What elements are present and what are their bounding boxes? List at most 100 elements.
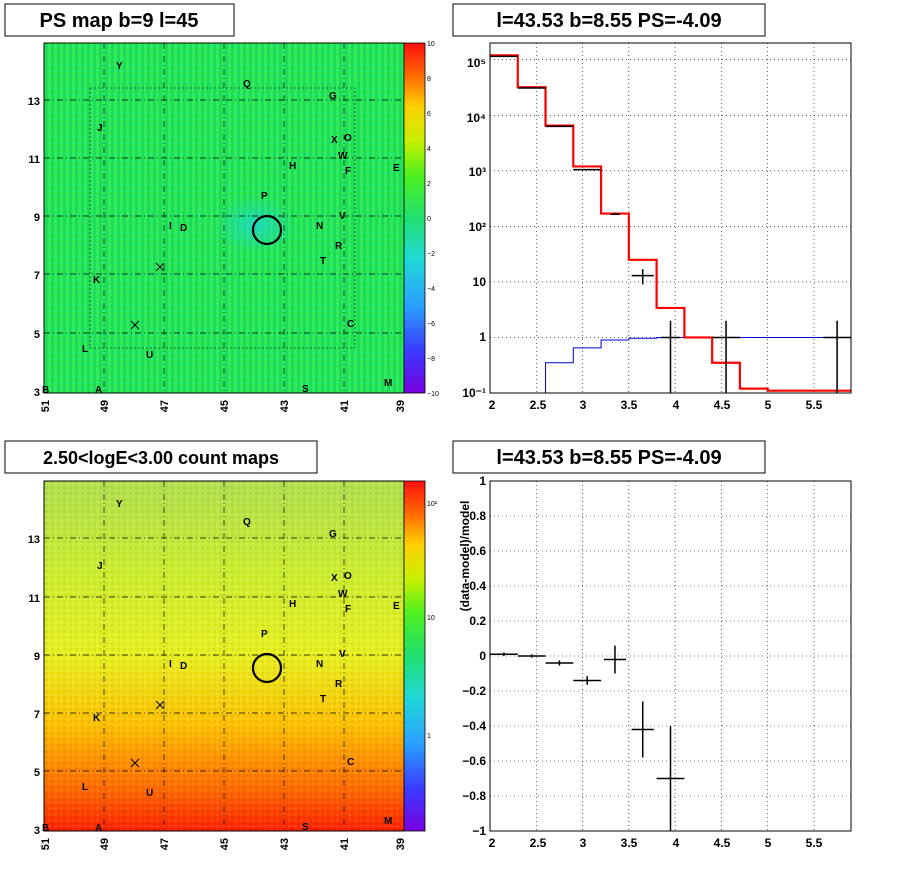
count-colorbar-tick: 10² <box>427 501 438 508</box>
residual-x-tick: 4 <box>673 836 680 850</box>
spectrum-x-tick: 2 <box>489 398 496 412</box>
ps-map-roi <box>89 87 356 349</box>
count-map-colorbar-frame <box>403 480 426 832</box>
spectrum-x-tick: 4.5 <box>714 398 731 412</box>
ps-map-x-tick: 51 <box>40 400 52 412</box>
residual-data-point <box>631 701 654 758</box>
count-map-y-tick: 9 <box>34 651 40 663</box>
residual-y-tick: −0.4 <box>462 719 486 733</box>
source-label-A: A <box>95 823 102 834</box>
source-label-E: E <box>393 163 400 174</box>
source-label-N: N <box>316 221 323 232</box>
residual-panel: l=43.53 b=8.55 PS=-4.09 (data-model)/mod… <box>452 440 852 850</box>
residual-data-point <box>603 645 627 674</box>
source-label-Y: Y <box>116 499 123 510</box>
count-map-y-tick: 11 <box>28 593 40 605</box>
count-colorbar-tick: 10 <box>427 615 435 622</box>
residual-y-tick: 0.4 <box>469 579 486 593</box>
ps-colorbar-tick: 6 <box>427 111 431 118</box>
ps-map-y-ticks: 13 11 9 7 5 3 <box>28 96 40 399</box>
source-label-M: M <box>384 378 392 389</box>
ps-map-panel: PS map b=9 l=45 Y Q G J X O W <box>4 3 439 412</box>
ps-map-target-circle <box>251 214 283 246</box>
ps-map-x-tick: 49 <box>99 400 111 412</box>
residual-y-tick: −1 <box>472 824 486 838</box>
source-label-S: S <box>302 822 309 833</box>
residual-data-point <box>517 654 546 658</box>
residual-x-tick: 3 <box>580 836 587 850</box>
residual-x-tick: 2 <box>489 836 496 850</box>
source-label-X: X <box>331 135 338 146</box>
source-label-H: H <box>289 161 296 172</box>
count-map-y-tick: 7 <box>34 709 40 721</box>
ps-map-title-box <box>4 3 235 37</box>
ps-map-y-tick: 11 <box>28 154 40 166</box>
spectrum-title: l=43.53 b=8.55 PS=-4.09 <box>496 10 721 32</box>
ps-map-x-tick: 39 <box>395 400 407 412</box>
count-map-title-box <box>4 440 318 474</box>
source-label-H: H <box>289 599 296 610</box>
ps-colorbar-tick: −2 <box>427 251 435 258</box>
source-label-C: C <box>347 757 354 768</box>
ps-colorbar-tick: 2 <box>427 181 431 188</box>
spectrum-x-tick: 3.5 <box>621 398 638 412</box>
source-label-P: P <box>261 191 268 202</box>
count-map-x-tick: 49 <box>99 838 111 850</box>
ps-map-source-labels: Y Q G J X O W H F E P V I D N R T K C L … <box>42 61 400 396</box>
count-map-y-ticks: 13 11 9 7 5 3 <box>28 534 40 837</box>
count-map-x-tick: 51 <box>40 838 52 850</box>
source-label-A: A <box>95 385 102 396</box>
source-label-Q: Q <box>243 517 251 528</box>
spectrum-data-point <box>712 320 740 393</box>
spectrum-frame <box>489 42 852 394</box>
source-label-T: T <box>320 694 326 705</box>
ps-map-colorbar <box>404 43 425 393</box>
residual-title-box <box>452 440 766 474</box>
ps-map-title: PS map b=9 l=45 <box>40 10 199 32</box>
spectrum-x-ticks: 2 2.5 3 3.5 4 4.5 5 5.5 <box>489 398 823 412</box>
source-label-K: K <box>93 713 101 724</box>
ps-colorbar-tick: 0 <box>427 216 431 223</box>
ps-map-x-tick: 47 <box>159 400 171 412</box>
count-map-x-tick: 39 <box>395 838 407 850</box>
source-label-W: W <box>338 589 348 600</box>
source-label-K: K <box>93 275 101 286</box>
residual-data-point <box>656 726 685 831</box>
source-label-C: C <box>347 319 354 330</box>
spectrum-y-tick: 10⁵ <box>467 56 486 70</box>
count-map-grid <box>44 481 404 831</box>
count-map-x-ticks: 51 49 47 45 43 41 39 <box>40 838 407 850</box>
ps-map-y-tick: 3 <box>34 387 40 399</box>
source-label-I: I <box>169 659 172 670</box>
count-map-source-labels: Y Q G J X O W H F E P V I D N R T K C L … <box>42 499 400 834</box>
ps-map-cross-markers <box>130 262 165 330</box>
spectrum-x-tick: 5 <box>765 398 772 412</box>
source-label-Q: Q <box>243 79 251 90</box>
source-label-Y: Y <box>116 61 123 72</box>
ps-colorbar-tick: −6 <box>427 321 435 328</box>
count-map-panel: 2.50<logE<3.00 count maps Y Q G J X O W … <box>4 440 438 850</box>
source-label-S: S <box>302 384 309 395</box>
count-map-colorbar-ticks: 10² 10 1 <box>427 501 438 740</box>
source-label-U: U <box>146 350 153 361</box>
source-label-W: W <box>338 151 348 162</box>
spectrum-y-tick: 10 <box>473 275 487 289</box>
ps-map-y-tick: 7 <box>34 270 40 282</box>
count-map-y-tick: 3 <box>34 825 40 837</box>
residual-y-tick: −0.2 <box>462 684 486 698</box>
source-label-E: E <box>393 601 400 612</box>
residual-y-tick: −0.8 <box>462 789 486 803</box>
source-label-J: J <box>97 561 103 572</box>
source-label-L: L <box>82 782 88 793</box>
source-label-V: V <box>339 649 346 660</box>
ps-colorbar-tick: −8 <box>427 356 435 363</box>
spectrum-y-tick: 10² <box>469 220 486 234</box>
residual-data-series <box>490 645 685 831</box>
count-map-x-tick: 47 <box>159 838 171 850</box>
count-map-title: 2.50<logE<3.00 count maps <box>43 448 279 468</box>
residual-data-point <box>573 676 602 685</box>
source-label-B: B <box>42 385 49 396</box>
ps-colorbar-tick: 10 <box>427 41 435 48</box>
spectrum-data-series <box>490 55 851 393</box>
spectrum-data-point <box>661 320 680 393</box>
